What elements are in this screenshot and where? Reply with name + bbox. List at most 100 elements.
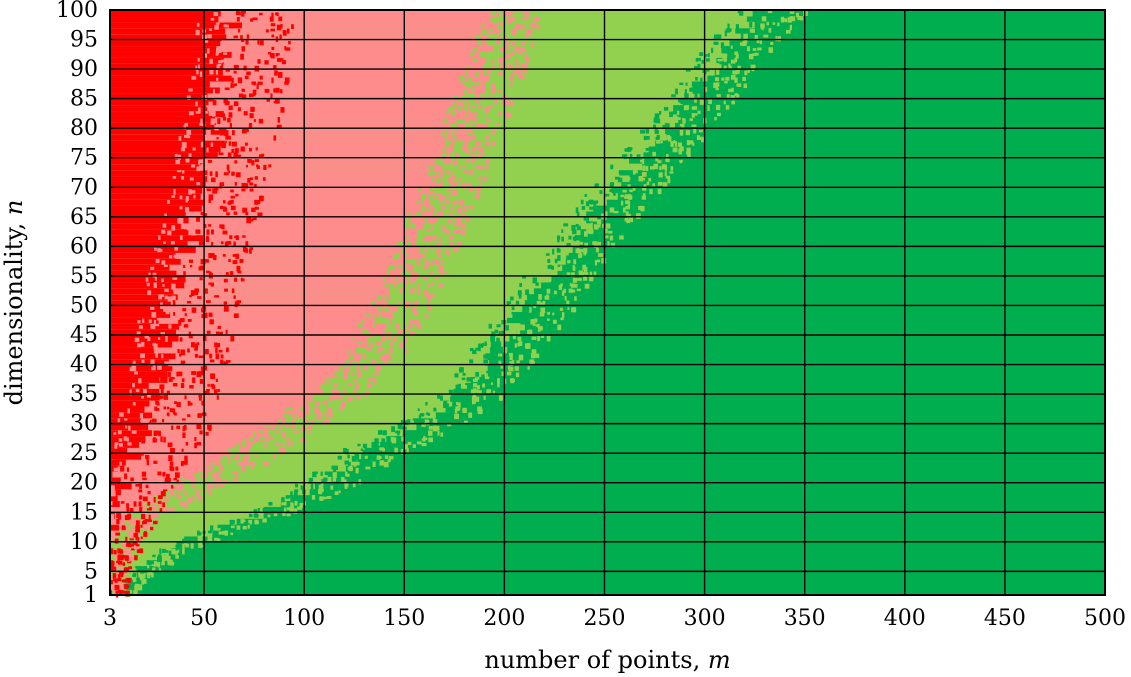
heatmap-speckle [604,228,608,234]
heatmap-speckle [110,548,114,554]
heatmap-speckle [494,99,498,105]
heatmap-speckle [461,119,466,124]
heatmap-speckle [475,165,480,169]
heatmap-speckle [241,39,245,43]
heatmap-speckle [692,113,698,116]
heatmap-speckle [217,471,222,475]
heatmap-speckle [185,158,190,163]
heatmap-speckle [510,16,515,21]
heatmap-speckle [619,235,624,240]
heatmap-band-region-0 [110,258,181,265]
heatmap-speckle [145,484,149,489]
heatmap-speckle [387,331,392,335]
heatmap-speckle [502,35,508,39]
heatmap-band-region-0 [110,299,176,307]
heatmap-speckle [403,348,408,353]
heatmap-speckle [236,525,241,530]
heatmap-speckle [380,355,385,361]
heatmap-speckle [617,177,623,183]
heatmap-speckle [578,270,584,276]
heatmap-speckle [288,40,291,45]
heatmap-speckle [659,166,662,171]
heatmap-speckle [529,359,535,365]
heatmap-speckle [508,76,512,81]
heatmap-speckle [419,413,423,417]
heatmap-speckle [425,277,428,281]
heatmap-speckle [151,418,157,423]
heatmap-speckle [405,223,411,228]
heatmap-speckle [235,193,239,197]
heatmap-speckle [146,460,150,466]
heatmap-speckle [520,324,525,331]
heatmap-speckle [160,436,163,443]
heatmap-speckle [512,11,516,14]
heatmap-speckle [166,390,170,395]
heatmap-speckle [427,194,430,198]
heatmap-speckle [132,360,136,366]
heatmap-speckle [223,301,228,305]
y-tick-label: 70 [70,175,98,200]
heatmap-speckle [282,513,286,517]
heatmap-speckle [211,241,214,247]
heatmap-speckle [198,160,201,165]
heatmap-speckle [157,248,161,253]
heatmap-speckle [145,508,151,514]
heatmap-speckle [439,200,443,204]
heatmap-speckle [697,93,700,98]
heatmap-speckle [183,124,187,130]
heatmap-band-region-1 [110,157,452,165]
heatmap-speckle [748,53,754,60]
heatmap-speckle [421,424,426,427]
heatmap-speckle [200,118,203,125]
heatmap-speckle [157,561,161,568]
heatmap-speckle [128,425,131,431]
heatmap-speckle [198,542,203,548]
heatmap-speckle [249,177,254,180]
heatmap-speckle [135,543,140,547]
heatmap-speckle [357,443,361,447]
heatmap-speckle [174,401,177,405]
heatmap-speckle [401,329,405,333]
heatmap-speckle [148,508,152,515]
heatmap-band-region-0 [110,21,242,29]
heatmap-speckle [195,101,198,107]
heatmap-speckle [435,276,439,280]
heatmap-speckle [307,430,311,433]
heatmap-speckle [381,438,386,445]
heatmap-speckle [245,183,249,189]
heatmap-speckle [365,330,371,336]
heatmap-speckle [598,253,603,257]
heatmap-speckle [227,447,231,453]
heatmap-speckle [194,287,200,293]
heatmap-speckle [566,243,571,247]
heatmap-speckle [699,99,705,105]
heatmap-speckle [421,194,427,200]
heatmap-speckle [227,170,231,173]
heatmap-speckle [452,182,455,186]
heatmap-speckle [286,513,291,517]
heatmap-speckle [466,77,472,83]
heatmap-speckle [542,300,546,306]
heatmap-speckle [243,111,248,116]
heatmap-speckle [352,361,358,365]
heatmap-speckle [522,17,525,21]
heatmap-speckle [152,567,156,572]
heatmap-speckle [121,542,127,547]
heatmap-band-region-1 [110,394,314,401]
heatmap-speckle [142,524,148,530]
heatmap-speckle [110,561,115,565]
heatmap-speckle [680,130,683,136]
heatmap-speckle [486,389,492,395]
heatmap-speckle [166,406,170,410]
heatmap-speckle [153,282,157,288]
heatmap-speckle [198,159,203,164]
heatmap-speckle [504,10,510,13]
heatmap-speckle [113,549,117,555]
heatmap-speckle [466,128,470,133]
heatmap-speckle [415,248,418,253]
heatmap-speckle [259,430,263,434]
heatmap-speckle [221,141,225,145]
heatmap-speckle [127,408,131,414]
heatmap-speckle [221,17,225,23]
heatmap-speckle [161,548,166,554]
